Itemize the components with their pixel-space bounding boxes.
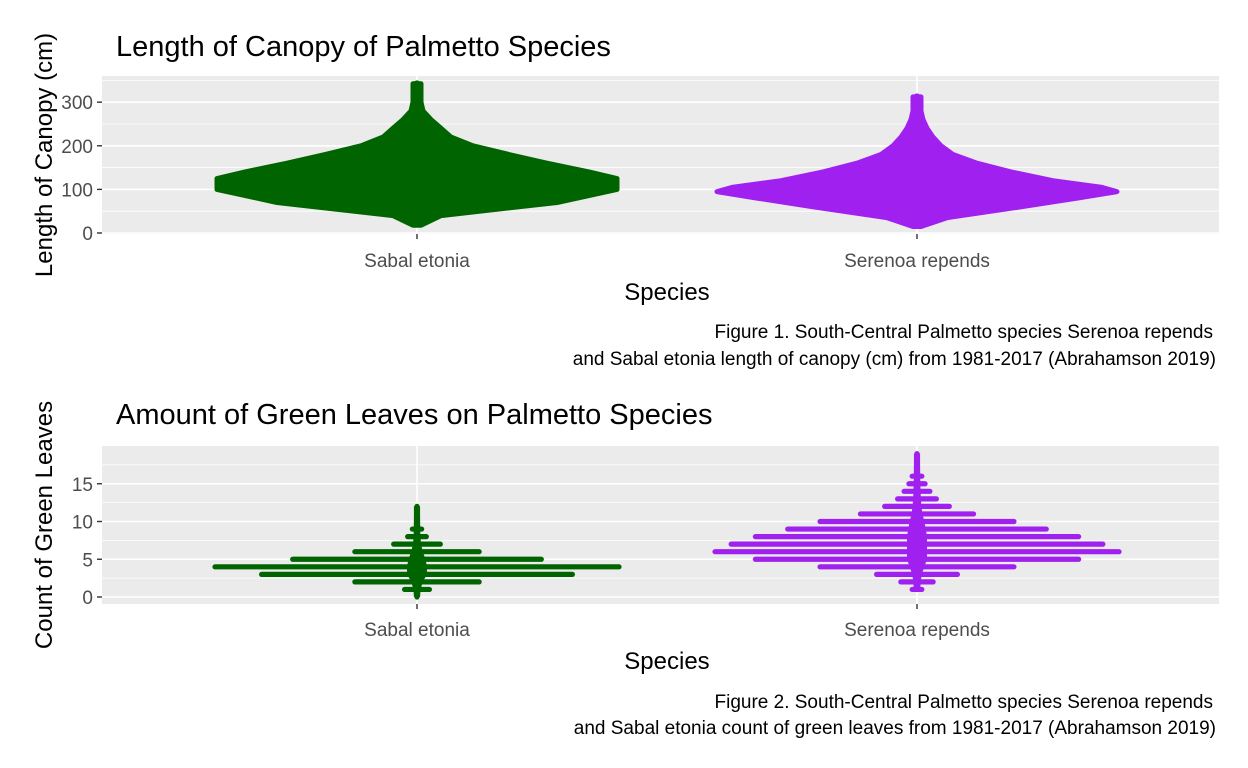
chart-2-panel	[102, 446, 1219, 604]
y-tick-label: 0	[82, 588, 93, 609]
swarm-body	[714, 94, 1120, 229]
swarm-core	[407, 506, 427, 597]
chart-2-x-title: Species	[624, 648, 709, 675]
series-serenoa-repends	[712, 450, 1122, 593]
x-tick-label: Sabal etonia	[364, 251, 470, 272]
chart-2-caption-line-1: Figure 2. South-Central Palmetto species…	[715, 692, 1214, 713]
chart-1-marks	[214, 80, 1120, 229]
chart-2-marks	[212, 450, 1122, 600]
y-tick-label: 5	[82, 550, 93, 571]
x-tick-label: Sabal etonia	[364, 620, 470, 641]
chart-1-x-ticks: Sabal etonia Serenoa repends	[364, 234, 990, 272]
y-tick-label: 0	[82, 224, 93, 245]
chart-1-y-title: Length of Canopy (cm)	[31, 33, 58, 277]
chart-2-caption-line-2: and Sabal etonia count of green leaves f…	[574, 718, 1216, 739]
swarm-body	[214, 81, 620, 228]
chart-1: Length of Canopy of Palmetto Species 0 10…	[31, 31, 1219, 370]
y-tick-label: 100	[61, 180, 93, 201]
series-sabal-etonia	[212, 503, 622, 600]
chart-2: Amount of Green Leaves on Palmetto Speci…	[31, 399, 1219, 739]
x-tick-label: Serenoa repends	[844, 620, 990, 641]
chart-1-title: Length of Canopy of Palmetto Species	[116, 31, 611, 63]
chart-1-x-title: Species	[624, 279, 709, 306]
y-tick-label: 15	[72, 475, 93, 496]
chart-2-title: Amount of Green Leaves on Palmetto Speci…	[116, 399, 712, 431]
chart-2-x-ticks: Sabal etonia Serenoa repends	[364, 604, 990, 641]
swarm-core	[907, 453, 927, 590]
chart-1-panel	[102, 76, 1219, 234]
chart-2-y-ticks: 0 5 10 15	[72, 475, 102, 609]
chart-1-y-ticks: 0 100 200 300	[61, 93, 102, 245]
x-tick-label: Serenoa repends	[844, 251, 990, 272]
series-sabal-etonia	[214, 80, 620, 228]
y-tick-label: 10	[72, 513, 93, 534]
y-tick-label: 300	[61, 93, 93, 114]
series-serenoa-repends	[714, 93, 1120, 229]
chart-1-caption-line-1: Figure 1. South-Central Palmetto species…	[715, 322, 1214, 343]
y-tick-label: 200	[61, 137, 93, 158]
chart-2-y-title: Count of Green Leaves	[31, 401, 58, 649]
chart-1-caption-line-2: and Sabal etonia length of canopy (cm) f…	[573, 349, 1216, 370]
data-point	[413, 80, 421, 88]
data-point	[913, 93, 921, 101]
